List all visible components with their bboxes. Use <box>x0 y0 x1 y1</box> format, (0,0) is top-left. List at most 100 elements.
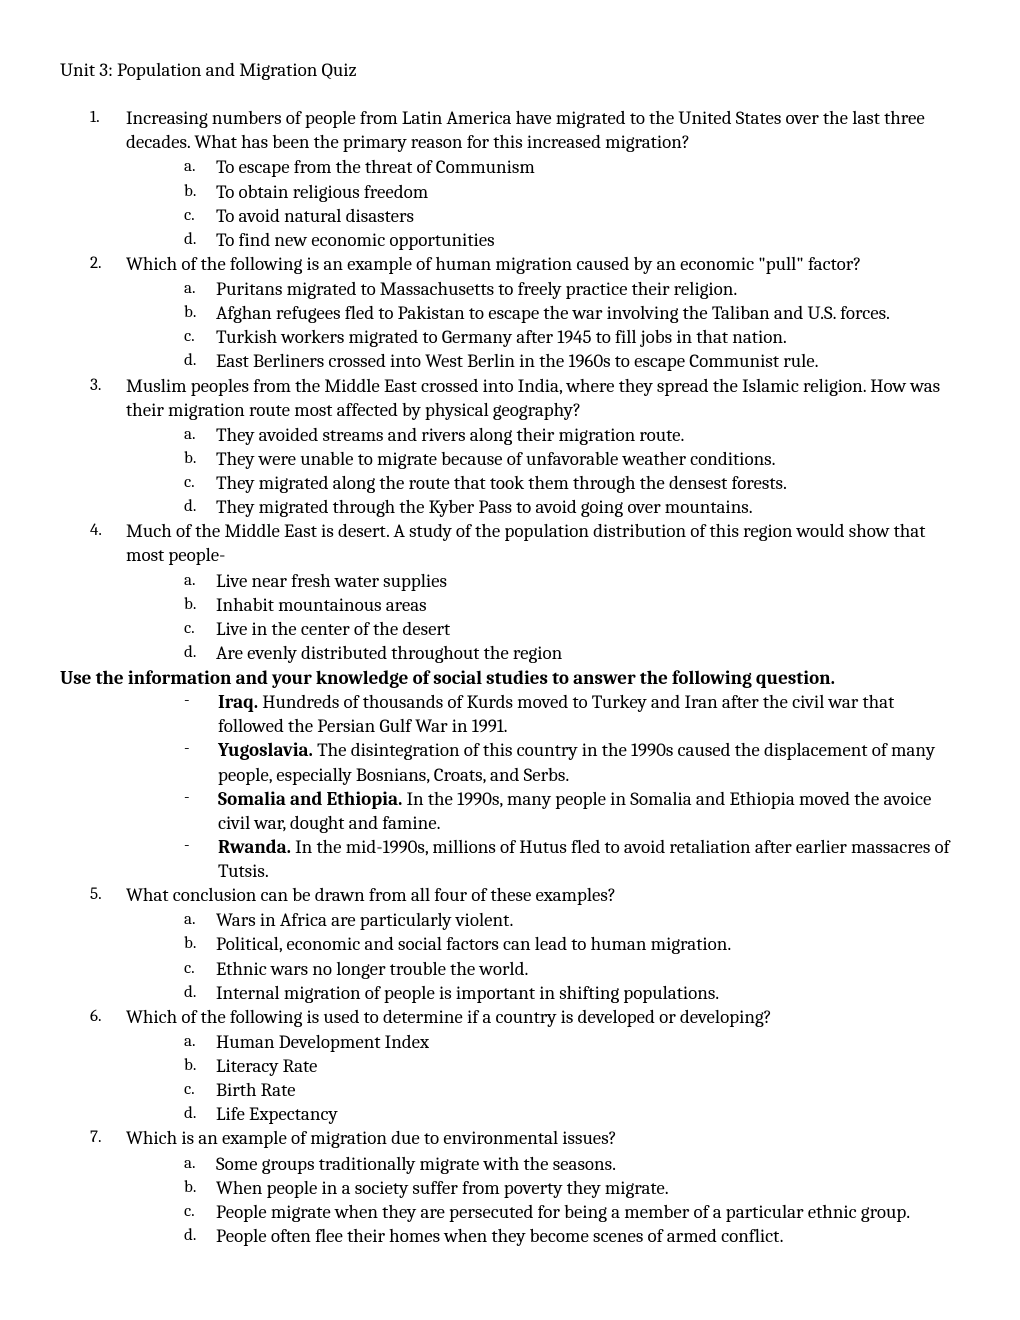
option-text: Live near fresh water supplies <box>216 569 960 593</box>
question-list-2: 5.What conclusion can be drawn from all … <box>60 883 960 1248</box>
option-text: Inhabit mountainous areas <box>216 593 960 617</box>
info-bullet: Rwanda. In the mid-1990s, millions of Hu… <box>184 835 960 883</box>
option-letter: b. <box>184 447 216 471</box>
option-item: b.When people in a society suffer from p… <box>184 1176 960 1200</box>
option-text: Afghan refugees fled to Pakistan to esca… <box>216 301 960 325</box>
question-number: 5. <box>90 883 126 907</box>
option-text: Some groups traditionally migrate with t… <box>216 1152 960 1176</box>
option-text: Live in the center of the desert <box>216 617 960 641</box>
question-text: Which of the following is an example of … <box>126 252 960 276</box>
option-item: d.Life Expectancy <box>184 1102 960 1126</box>
bullet-label: Iraq. <box>218 691 258 713</box>
option-item: a.Wars in Africa are particularly violen… <box>184 908 960 932</box>
question-text: Which is an example of migration due to … <box>126 1126 960 1150</box>
bullet-text: Hundreds of thousands of Kurds moved to … <box>218 691 894 737</box>
option-text: People migrate when they are persecuted … <box>216 1200 960 1224</box>
option-letter: d. <box>184 1102 216 1126</box>
question-list-1: 1.Increasing numbers of people from Lati… <box>60 106 960 665</box>
option-item: b.Afghan refugees fled to Pakistan to es… <box>184 301 960 325</box>
option-text: They were unable to migrate because of u… <box>216 447 960 471</box>
option-letter: c. <box>184 204 216 228</box>
option-item: b.Literacy Rate <box>184 1054 960 1078</box>
option-letter: c. <box>184 957 216 981</box>
option-item: d.East Berliners crossed into West Berli… <box>184 349 960 373</box>
option-letter: b. <box>184 932 216 956</box>
option-letter: c. <box>184 617 216 641</box>
option-item: c.They migrated along the route that too… <box>184 471 960 495</box>
option-list: a.Puritans migrated to Massachusetts to … <box>122 277 960 374</box>
option-item: c.Live in the center of the desert <box>184 617 960 641</box>
option-text: Literacy Rate <box>216 1054 960 1078</box>
question-number: 7. <box>90 1126 126 1150</box>
option-list: a.Live near fresh water suppliesb.Inhabi… <box>122 569 960 666</box>
info-bullet: Yugoslavia. The disintegration of this c… <box>184 738 960 786</box>
question-item: 6.Which of the following is used to dete… <box>90 1005 960 1029</box>
option-letter: a. <box>184 569 216 593</box>
option-text: They avoided streams and rivers along th… <box>216 423 960 447</box>
option-letter: a. <box>184 423 216 447</box>
option-text: Life Expectancy <box>216 1102 960 1126</box>
option-letter: b. <box>184 593 216 617</box>
option-letter: d. <box>184 495 216 519</box>
option-text: People often flee their homes when they … <box>216 1224 960 1248</box>
option-item: b.To obtain religious freedom <box>184 180 960 204</box>
option-item: b.Political, economic and social factors… <box>184 932 960 956</box>
question-number: 6. <box>90 1005 126 1029</box>
option-letter: b. <box>184 301 216 325</box>
info-bullet: Iraq. Hundreds of thousands of Kurds mov… <box>184 690 960 738</box>
option-text: They migrated along the route that took … <box>216 471 960 495</box>
option-letter: a. <box>184 1152 216 1176</box>
bullet-text: The disintegration of this country in th… <box>218 739 935 785</box>
bullet-label: Somalia and Ethiopia. <box>218 788 402 810</box>
option-letter: d. <box>184 349 216 373</box>
option-text: Are evenly distributed throughout the re… <box>216 641 960 665</box>
question-number: 3. <box>90 374 126 422</box>
option-text: They migrated through the Kyber Pass to … <box>216 495 960 519</box>
bullet-label: Yugoslavia. <box>218 739 313 761</box>
question-text: Increasing numbers of people from Latin … <box>126 106 960 154</box>
option-letter: a. <box>184 277 216 301</box>
option-letter: b. <box>184 180 216 204</box>
option-letter: b. <box>184 1054 216 1078</box>
quiz-title: Unit 3: Population and Migration Quiz <box>60 58 960 82</box>
option-list: a.They avoided streams and rivers along … <box>122 423 960 520</box>
option-item: d.They migrated through the Kyber Pass t… <box>184 495 960 519</box>
option-item: c.To avoid natural disasters <box>184 204 960 228</box>
option-item: a.Human Development Index <box>184 1030 960 1054</box>
question-item: 5.What conclusion can be drawn from all … <box>90 883 960 907</box>
option-item: b.They were unable to migrate because of… <box>184 447 960 471</box>
question-item: 4.Much of the Middle East is desert. A s… <box>90 519 960 567</box>
question-text: What conclusion can be drawn from all fo… <box>126 883 960 907</box>
option-text: Political, economic and social factors c… <box>216 932 960 956</box>
option-item: a.Live near fresh water supplies <box>184 569 960 593</box>
option-letter: d. <box>184 641 216 665</box>
question-text: Much of the Middle East is desert. A stu… <box>126 519 960 567</box>
option-item: d.Are evenly distributed throughout the … <box>184 641 960 665</box>
option-letter: d. <box>184 981 216 1005</box>
option-letter: c. <box>184 1200 216 1224</box>
option-item: b.Inhabit mountainous areas <box>184 593 960 617</box>
option-text: Birth Rate <box>216 1078 960 1102</box>
option-text: East Berliners crossed into West Berlin … <box>216 349 960 373</box>
option-item: c.People migrate when they are persecute… <box>184 1200 960 1224</box>
option-letter: b. <box>184 1176 216 1200</box>
option-item: d.People often flee their homes when the… <box>184 1224 960 1248</box>
option-text: When people in a society suffer from pov… <box>216 1176 960 1200</box>
option-list: a.Human Development Indexb.Literacy Rate… <box>122 1030 960 1127</box>
question-item: 3.Muslim peoples from the Middle East cr… <box>90 374 960 422</box>
option-item: a.To escape from the threat of Communism <box>184 155 960 179</box>
option-item: d.Internal migration of people is import… <box>184 981 960 1005</box>
option-letter: c. <box>184 471 216 495</box>
option-text: Internal migration of people is importan… <box>216 981 960 1005</box>
option-text: Human Development Index <box>216 1030 960 1054</box>
question-item: 1.Increasing numbers of people from Lati… <box>90 106 960 154</box>
question-number: 2. <box>90 252 126 276</box>
option-item: c.Birth Rate <box>184 1078 960 1102</box>
instruction-text: Use the information and your knowledge o… <box>60 666 960 690</box>
option-text: Wars in Africa are particularly violent. <box>216 908 960 932</box>
bullet-text: In the mid-1990s, millions of Hutus fled… <box>218 836 950 882</box>
option-letter: d. <box>184 1224 216 1248</box>
option-letter: c. <box>184 1078 216 1102</box>
option-letter: a. <box>184 908 216 932</box>
option-item: c.Turkish workers migrated to Germany af… <box>184 325 960 349</box>
